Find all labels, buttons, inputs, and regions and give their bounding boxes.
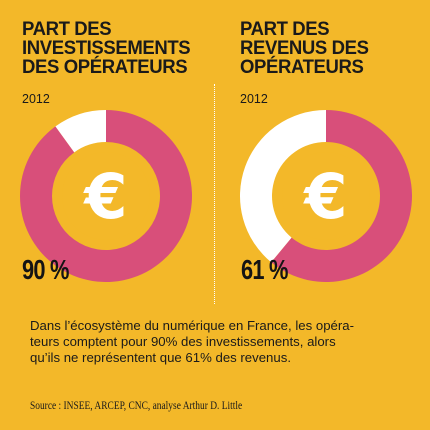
investments-panel: PART DES INVESTISSEMENTS DES OPÉRATEURS … [0,0,212,300]
chart-year-investments: 2012 [22,92,50,106]
description-text: Dans l’écosystème du numérique en France… [30,318,354,365]
chart-year-revenues: 2012 [240,92,268,106]
remainder-slice-revenues [240,110,326,263]
remainder-slice-investments [55,110,106,153]
percent-label-investments: 90 % [22,254,69,285]
euro-icon-background [282,152,370,240]
share-slice-revenues [271,110,412,282]
chart-title-investments: PART DES INVESTISSEMENTS DES OPÉRATEURS [22,18,191,78]
euro-icon: € [82,160,127,233]
revenues-panel: PART DES REVENUS DES OPÉRATEURS 2012 € 6… [216,0,430,300]
donut-chart-revenues: € [240,110,412,282]
source-note: Source : INSEE, ARCEP, CNC, analyse Arth… [30,400,243,412]
panel-divider [214,84,215,304]
euro-icon-background [62,152,150,240]
euro-icon: € [302,160,347,233]
chart-title-revenues: PART DES REVENUS DES OPÉRATEURS [240,18,369,78]
donut-chart-investments: € [20,110,192,282]
share-slice-investments [20,110,192,282]
percent-label-revenues: 61 % [241,254,288,285]
